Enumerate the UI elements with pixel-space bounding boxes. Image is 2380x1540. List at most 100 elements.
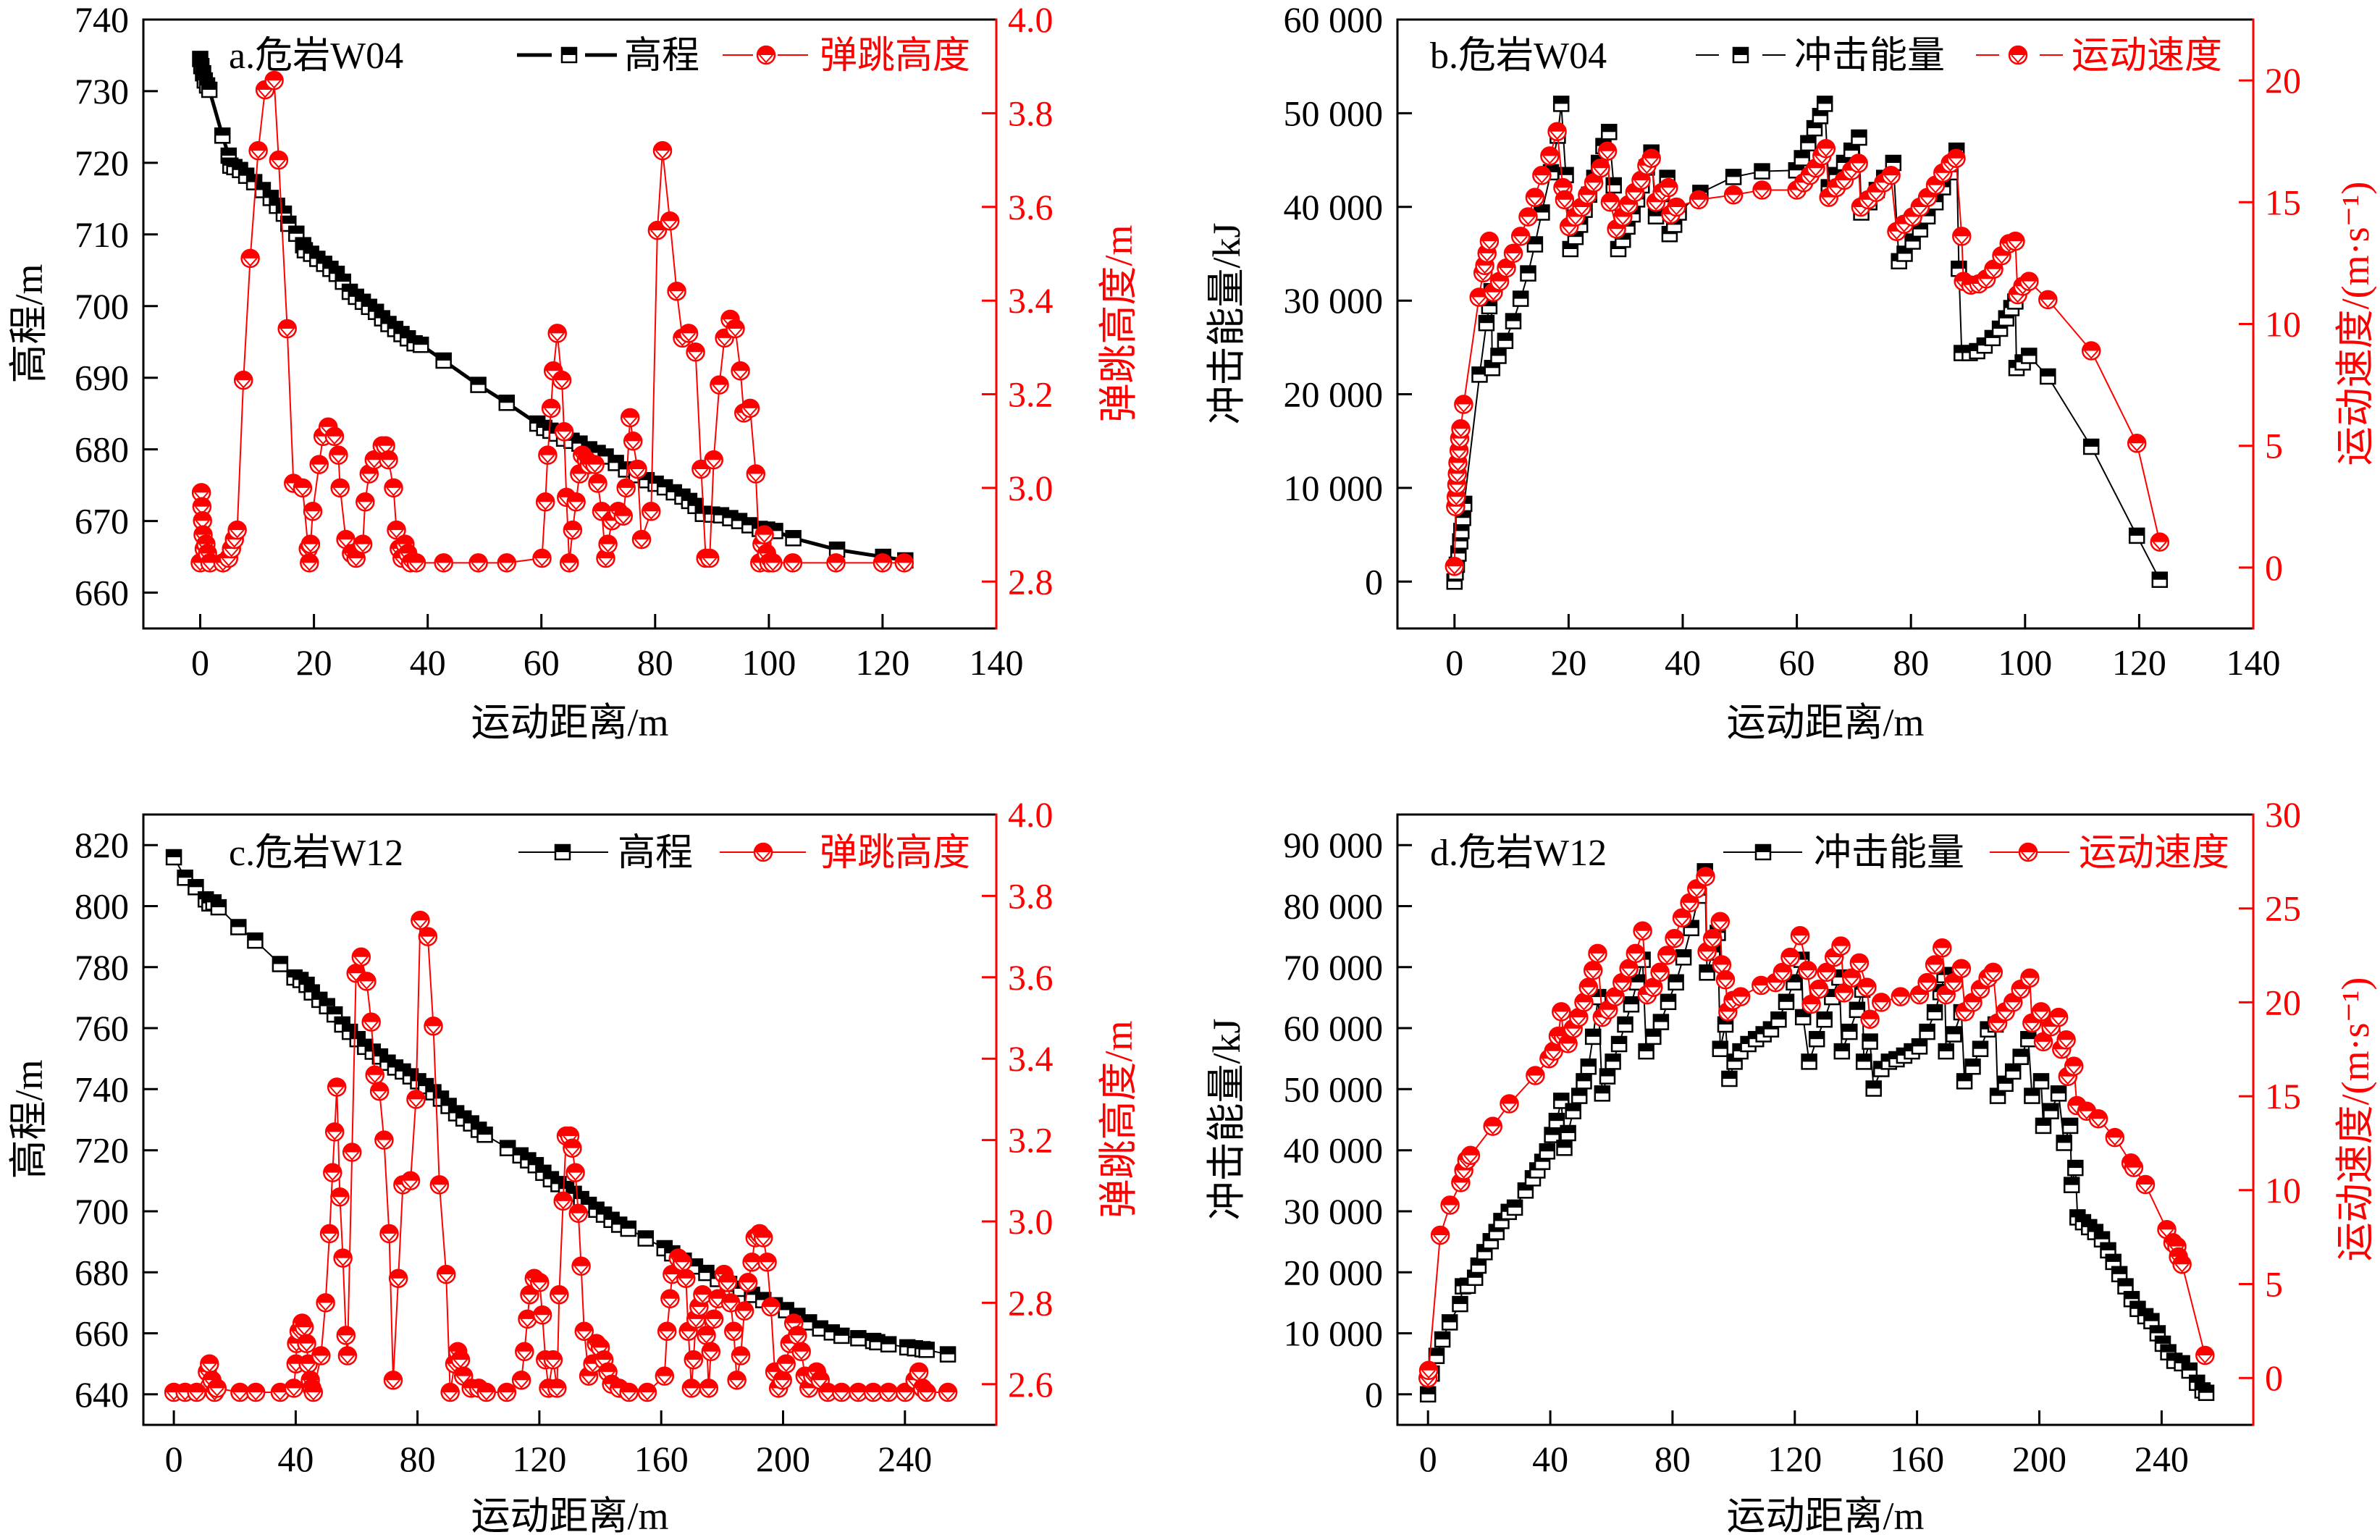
impact-energy-point (2040, 368, 2056, 385)
velocity-point (1689, 190, 1709, 210)
bounce-height-point (619, 1382, 639, 1402)
impact-energy-point (2021, 348, 2038, 364)
bounce-height-point (342, 1143, 362, 1162)
impact-energy-point (1721, 1070, 1738, 1087)
x-tick-label: 240 (2135, 1439, 2189, 1479)
y-tick-label-right: 3.0 (1008, 1201, 1054, 1242)
legend: 高程 弹跳高度 (518, 833, 970, 874)
velocity-point (1925, 955, 1945, 975)
velocity-point (1816, 139, 1836, 159)
bounce-height-series (190, 70, 914, 573)
elevation-point (214, 127, 231, 144)
y-tick-label-right: 2.8 (1008, 1282, 1054, 1323)
bounce-height-point (628, 459, 647, 479)
velocity-point (1626, 943, 1646, 964)
bounce-height-point (248, 140, 268, 161)
y-axis-title-left: 冲击能量/kJ (1205, 222, 1248, 424)
bounce-height-point (418, 927, 438, 946)
x-tick-label: 160 (1890, 1439, 1944, 1479)
impact-energy-series (1446, 96, 2169, 590)
velocity-series (1445, 122, 2170, 576)
elevation-point (165, 849, 182, 866)
impact-energy-point (1556, 1140, 1573, 1156)
x-axis-title: 运动距离/m (471, 1494, 668, 1538)
velocity-point (1952, 227, 1972, 246)
legend-label: 高程 (618, 833, 693, 874)
velocity-point (1849, 953, 1870, 973)
impact-energy-point (2043, 1103, 2059, 1119)
velocity-point (1503, 243, 1523, 264)
bounce-height-point (699, 548, 720, 568)
x-tick-label: 100 (1998, 642, 2052, 683)
elevation-point (470, 376, 487, 393)
bounce-height-point (701, 1342, 721, 1362)
y-axis-title-left: 高程/m (7, 1059, 51, 1179)
impact-energy-point (1497, 332, 1514, 350)
bounce-height-point (497, 1382, 517, 1402)
velocity-point (1650, 962, 1670, 983)
bounce-height-point (353, 534, 373, 554)
x-tick-label: 80 (1654, 1439, 1691, 1479)
elevation-point (498, 395, 516, 411)
impact-energy-point (1601, 124, 1618, 140)
legend-circle-marker-icon (753, 842, 773, 862)
y-tick-label-right: 25 (2265, 888, 2301, 929)
y-tick-label-right: 3.6 (1008, 187, 1054, 227)
panel-label: a.危岩W04 (229, 35, 403, 77)
bounce-height-point (783, 553, 803, 573)
bounce-height-point (303, 502, 323, 521)
legend-circle-marker-icon (2008, 45, 2028, 65)
impact-energy-point (1754, 163, 1770, 180)
velocity-point (1657, 946, 1677, 965)
velocity-point (1752, 180, 1772, 200)
elevation-point (476, 1126, 493, 1143)
impact-energy-point (1605, 1053, 1621, 1070)
velocity-point (1532, 166, 1552, 185)
bounce-height-point (233, 370, 253, 390)
y-tick-label-right: 3.6 (1008, 957, 1054, 998)
bounce-height-point (468, 553, 488, 573)
velocity-point (1665, 928, 1684, 948)
impact-energy-point (1926, 1003, 1943, 1021)
y-axis-title-right: 弹跳高度/m (1097, 1020, 1140, 1218)
bounce-height-point (429, 1175, 450, 1195)
bounce-height-point (681, 1379, 702, 1398)
y-tick-label-left: 40 000 (1284, 187, 1384, 227)
impact-energy-point (1956, 1073, 1973, 1090)
bounce-height-point (538, 445, 558, 465)
impact-energy-point (1526, 236, 1544, 253)
impact-energy-series (1419, 863, 2215, 1403)
panel-label: c.危岩W12 (229, 833, 403, 874)
bounce-height-point (356, 492, 375, 512)
impact-energy-point (1919, 1023, 1935, 1040)
x-tick-label: 20 (296, 642, 332, 683)
x-tick-label: 240 (878, 1439, 932, 1479)
impact-energy-point (1833, 1043, 1851, 1060)
velocity-point (1430, 1225, 1450, 1245)
bounce-height-point (424, 1016, 443, 1036)
impact-energy-point (1565, 1103, 1581, 1119)
y-tick-label-left: 660 (75, 1313, 129, 1354)
bounce-height-point (269, 150, 289, 170)
bounce-height-point (330, 1187, 350, 1207)
elevation-line (173, 857, 949, 1355)
bounce-height-point (565, 1163, 585, 1182)
bounce-height-point (757, 1252, 777, 1272)
bounce-height-point (631, 529, 652, 550)
y-axis-title-left: 冲击能量/kJ (1205, 1018, 1248, 1220)
y-tick-label-left: 720 (75, 1130, 129, 1171)
bounce-height-point (660, 211, 680, 231)
bounce-height-point (563, 1138, 582, 1158)
velocity-point (1552, 1002, 1571, 1022)
impact-energy-point (1419, 1386, 1437, 1403)
elevation-point (247, 932, 264, 949)
impact-energy-point (1841, 1023, 1858, 1040)
legend: 高程 弹跳高度 (517, 35, 970, 77)
y-tick-label-right: 3.8 (1008, 875, 1054, 916)
bounce-height-point (684, 1350, 704, 1370)
bounce-height-point (699, 1379, 719, 1398)
